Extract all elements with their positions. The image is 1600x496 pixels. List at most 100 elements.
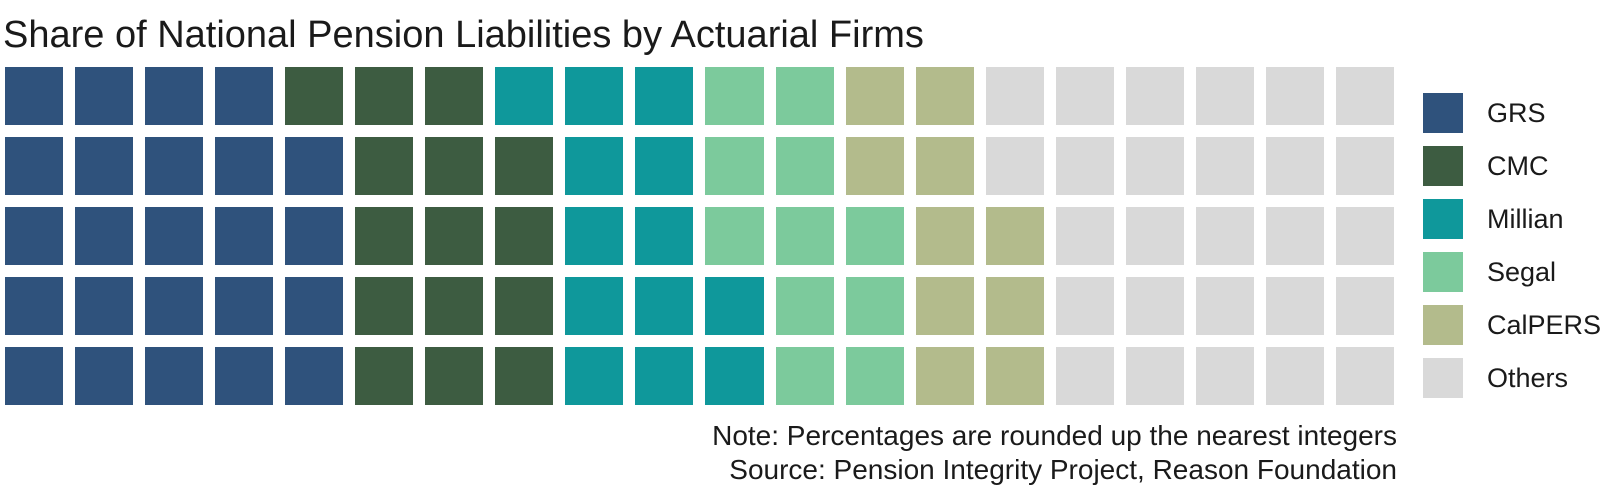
waffle-cell-millian (635, 207, 694, 265)
waffle-cell-millian (705, 277, 764, 335)
waffle-cell-grs (75, 137, 134, 195)
waffle-cell-millian (635, 137, 694, 195)
waffle-cell-others (1055, 207, 1114, 265)
waffle-cell-millian (635, 347, 694, 405)
legend-item-cmc: CMC (1423, 146, 1600, 186)
legend-label: Millian (1487, 203, 1564, 234)
waffle-cell-calpers (915, 347, 974, 405)
waffle-cell-cmc (425, 347, 484, 405)
legend-swatch-grs (1423, 93, 1463, 133)
waffle-cell-cmc (495, 347, 554, 405)
waffle-cell-others (1195, 347, 1254, 405)
waffle-cell-others (1335, 347, 1394, 405)
waffle-cell-millian (565, 347, 624, 405)
waffle-cell-grs (5, 207, 64, 265)
waffle-cell-calpers (845, 137, 904, 195)
legend-item-segal: Segal (1423, 252, 1600, 292)
legend-swatch-millian (1423, 199, 1463, 239)
waffle-cell-others (1055, 347, 1114, 405)
waffle-cell-grs (145, 67, 204, 125)
waffle-cell-others (1125, 67, 1184, 125)
waffle-cell-others (1265, 347, 1324, 405)
waffle-cell-grs (285, 277, 344, 335)
waffle-cell-millian (565, 207, 624, 265)
legend-label: CalPERS (1487, 309, 1600, 340)
waffle-cell-cmc (355, 137, 414, 195)
source-text: Source: Pension Integrity Project, Reaso… (729, 454, 1397, 485)
waffle-cell-grs (145, 137, 204, 195)
waffle-cell-others (1195, 137, 1254, 195)
waffle-cell-segal (845, 277, 904, 335)
waffle-cell-cmc (495, 277, 554, 335)
legend-swatch-cmc (1423, 146, 1463, 186)
legend-swatch-others (1423, 358, 1463, 398)
waffle-cell-grs (145, 207, 204, 265)
waffle-cell-grs (285, 137, 344, 195)
waffle-cell-segal (775, 137, 834, 195)
waffle-cell-others (1125, 137, 1184, 195)
waffle-cell-calpers (915, 137, 974, 195)
waffle-cell-calpers (915, 67, 974, 125)
waffle-cell-others (985, 137, 1044, 195)
waffle-cell-segal (775, 347, 834, 405)
waffle-cell-cmc (495, 207, 554, 265)
waffle-cell-grs (145, 347, 204, 405)
waffle-cell-segal (775, 277, 834, 335)
waffle-cell-segal (845, 347, 904, 405)
waffle-cell-others (1125, 277, 1184, 335)
legend-label: Segal (1487, 256, 1557, 287)
waffle-cell-millian (635, 67, 694, 125)
waffle-cell-others (1265, 277, 1324, 335)
waffle-cell-segal (705, 207, 764, 265)
chart-title: Share of National Pension Liabilities by… (3, 14, 924, 56)
legend-item-grs: GRS (1423, 93, 1600, 133)
waffle-grid (5, 67, 1394, 405)
waffle-cell-cmc (425, 67, 484, 125)
waffle-cell-grs (285, 207, 344, 265)
waffle-cell-others (1055, 277, 1114, 335)
waffle-cell-millian (635, 277, 694, 335)
waffle-cell-calpers (845, 67, 904, 125)
waffle-cell-others (985, 67, 1044, 125)
waffle-cell-calpers (985, 277, 1044, 335)
legend-label: Others (1487, 362, 1569, 393)
waffle-cell-segal (775, 67, 834, 125)
waffle-cell-grs (5, 67, 64, 125)
legend-swatch-calpers (1423, 305, 1463, 345)
waffle-cell-grs (75, 67, 134, 125)
legend-item-calpers: CalPERS (1423, 305, 1600, 345)
footnotes: Note: Percentages are rounded up the nea… (0, 419, 1397, 487)
waffle-cell-grs (5, 277, 64, 335)
waffle-cell-segal (845, 207, 904, 265)
waffle-cell-cmc (425, 137, 484, 195)
waffle-cell-cmc (425, 207, 484, 265)
legend-swatch-segal (1423, 252, 1463, 292)
waffle-cell-cmc (355, 277, 414, 335)
waffle-cell-grs (215, 277, 274, 335)
waffle-cell-segal (775, 207, 834, 265)
waffle-cell-others (1265, 67, 1324, 125)
waffle-cell-segal (705, 137, 764, 195)
waffle-cell-segal (705, 67, 764, 125)
waffle-cell-cmc (285, 67, 344, 125)
waffle-cell-grs (215, 67, 274, 125)
waffle-cell-others (1335, 277, 1394, 335)
waffle-cell-grs (5, 347, 64, 405)
waffle-cell-others (1055, 137, 1114, 195)
waffle-cell-cmc (355, 347, 414, 405)
waffle-cell-others (1335, 207, 1394, 265)
waffle-cell-cmc (495, 137, 554, 195)
legend-label: CMC (1487, 150, 1549, 181)
waffle-cell-others (1125, 207, 1184, 265)
waffle-cell-others (1265, 207, 1324, 265)
waffle-cell-others (1335, 67, 1394, 125)
waffle-cell-calpers (915, 277, 974, 335)
waffle-cell-calpers (915, 207, 974, 265)
legend-item-millian: Millian (1423, 199, 1600, 239)
waffle-cell-millian (495, 67, 554, 125)
waffle-cell-others (1265, 137, 1324, 195)
waffle-cell-others (1195, 277, 1254, 335)
waffle-cell-others (1335, 137, 1394, 195)
waffle-cell-grs (285, 347, 344, 405)
